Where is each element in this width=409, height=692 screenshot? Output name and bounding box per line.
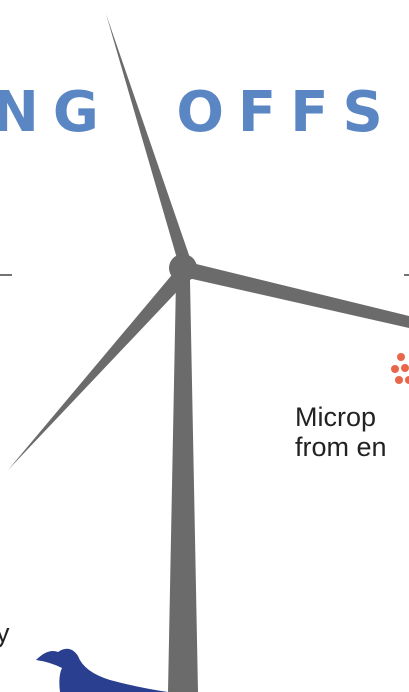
wind-turbine (8, 14, 409, 692)
tower (168, 280, 198, 692)
blade-right (188, 262, 409, 328)
title: NG OFFS (0, 80, 397, 145)
blade-up (106, 14, 190, 262)
side-text: y (0, 618, 10, 648)
particles-icon (391, 353, 409, 384)
callout-line: Microp (295, 402, 376, 432)
bird (36, 648, 168, 692)
callout-line: from en (295, 432, 387, 462)
blade-down (8, 270, 186, 470)
hub (169, 254, 197, 282)
